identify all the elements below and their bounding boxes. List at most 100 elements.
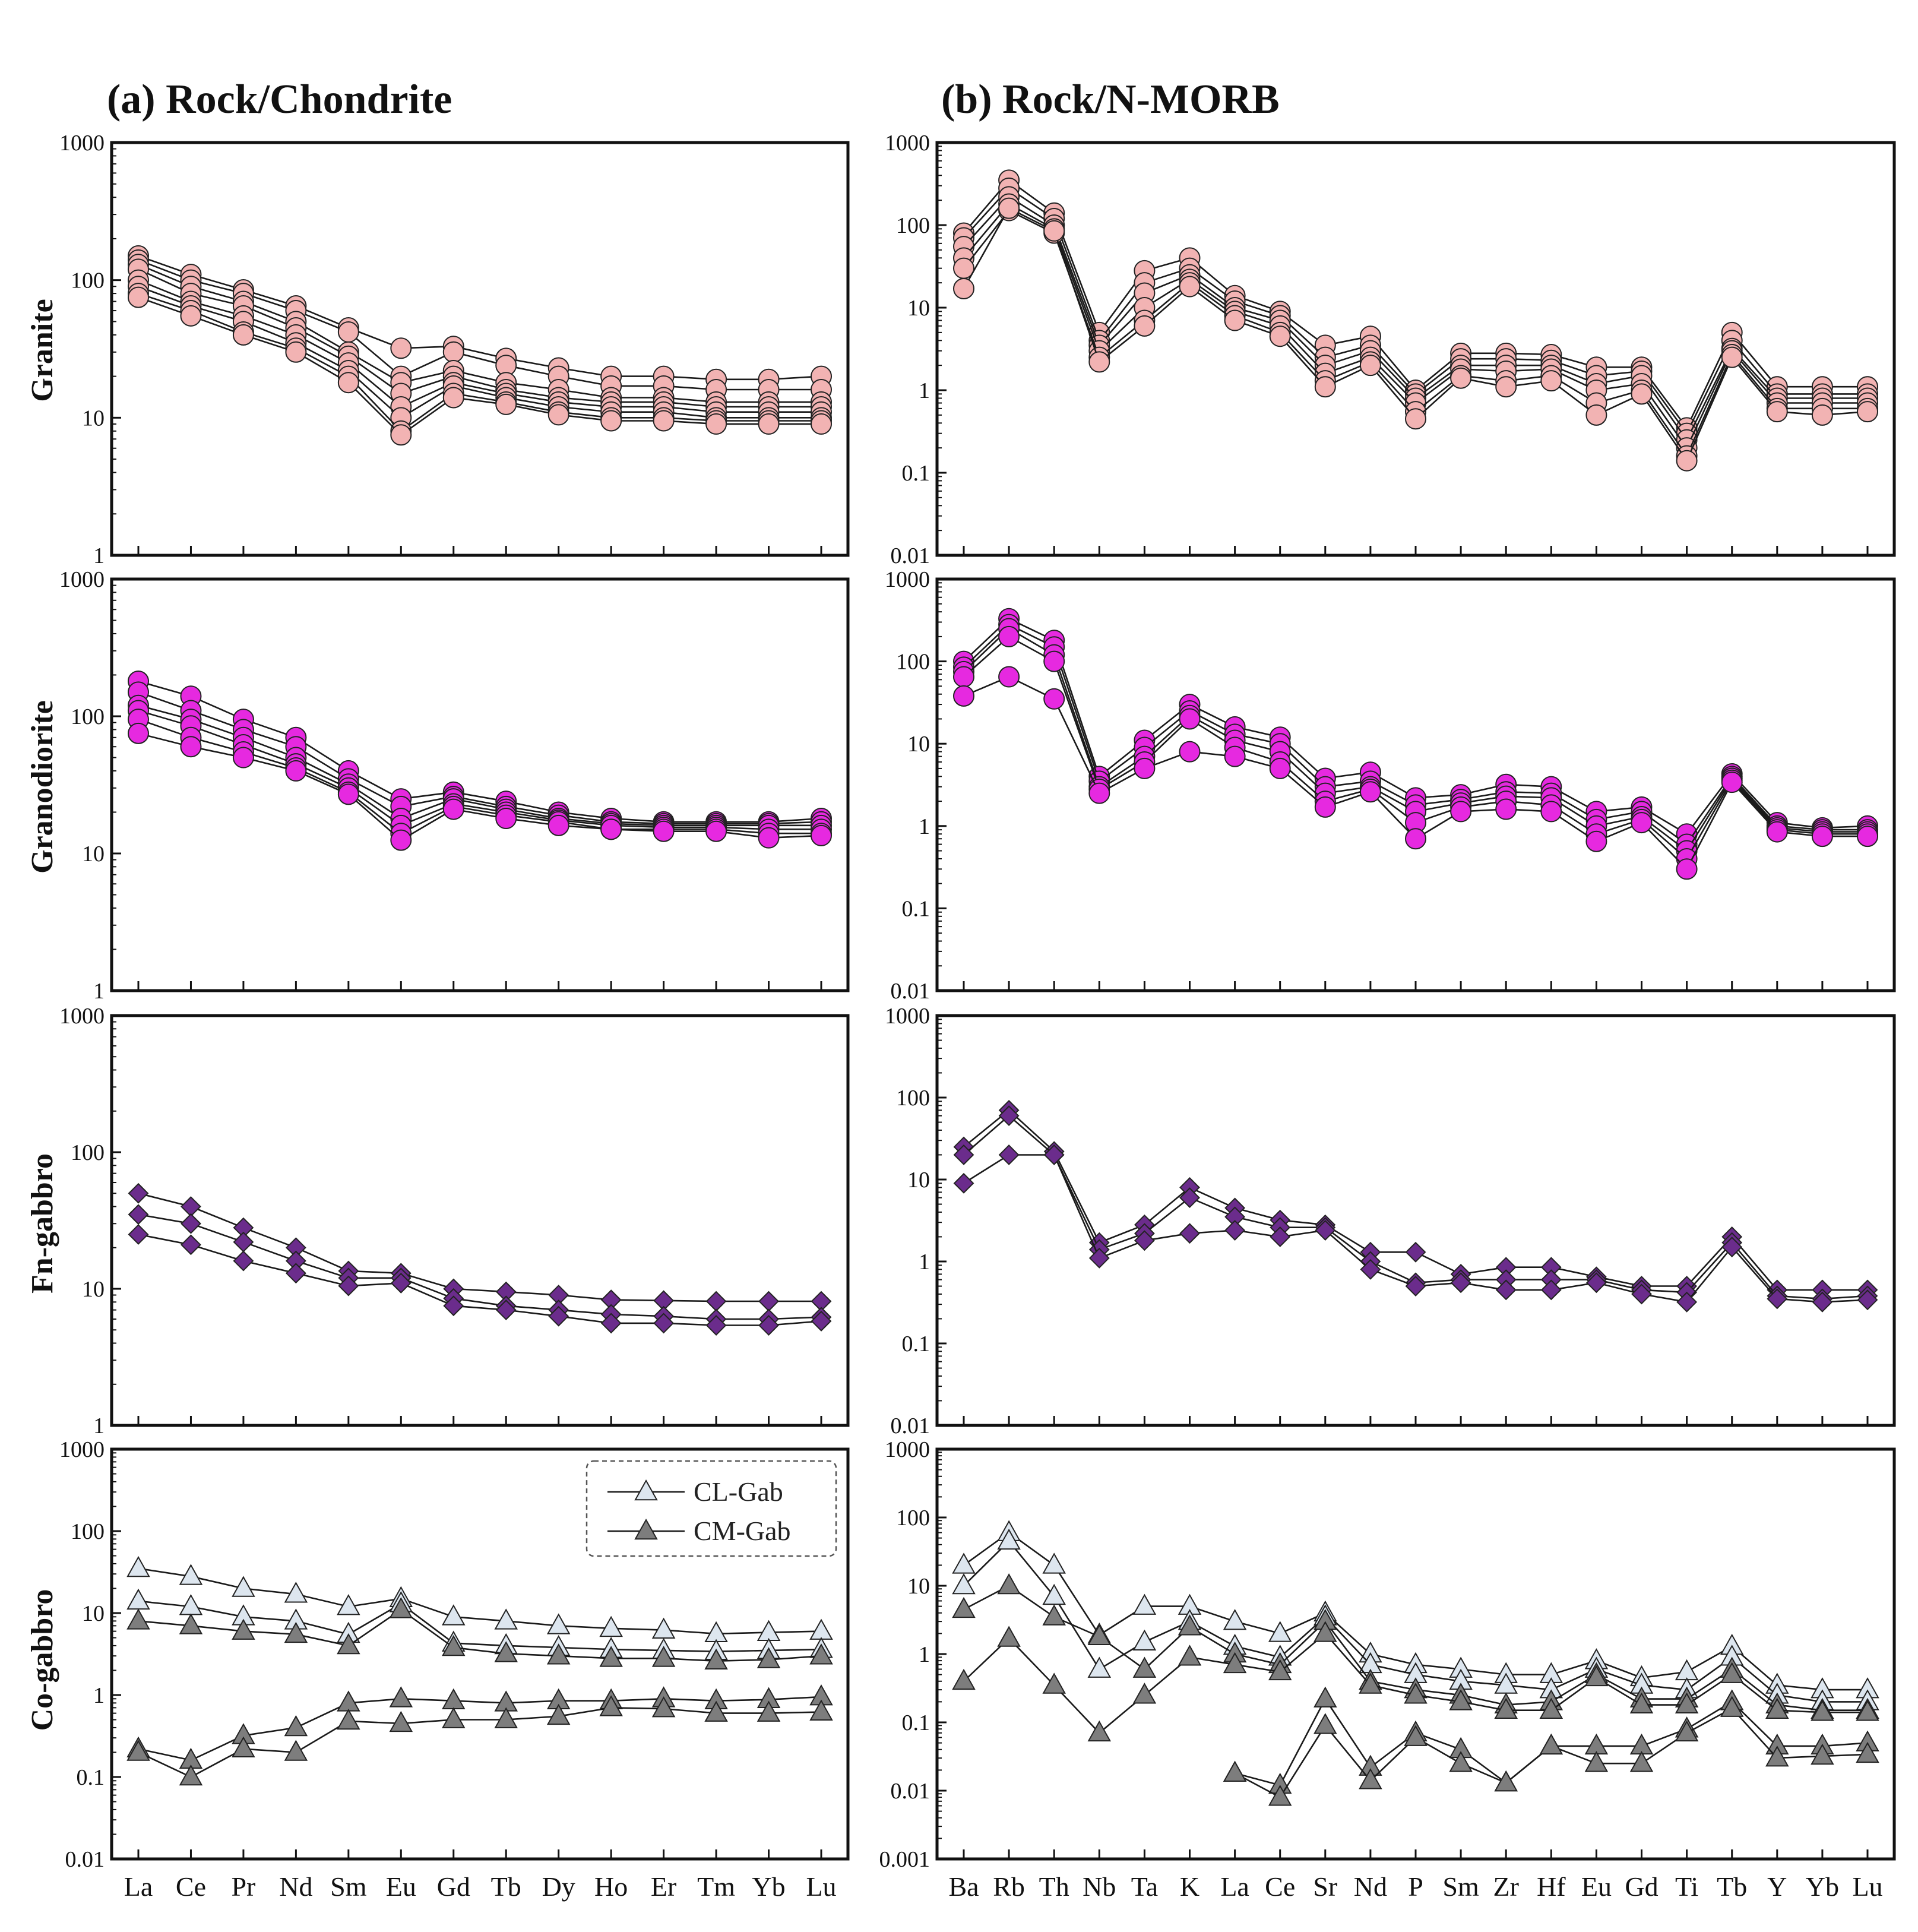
data-point [126, 1608, 150, 1630]
data-point [1585, 404, 1607, 426]
data-point [1584, 1751, 1609, 1772]
data-point [1766, 401, 1788, 423]
data-point [232, 747, 254, 769]
chart-fngabbro_chondrite: 1 10 100 1000 [59, 1004, 850, 1438]
x-tick-label: Nb [1083, 1871, 1116, 1902]
data-point [599, 1695, 623, 1716]
data-point [1269, 757, 1291, 779]
data-point [705, 1291, 727, 1312]
data-point [337, 321, 359, 343]
data-point [1720, 1696, 1744, 1717]
data-point [1132, 1629, 1157, 1651]
data-point [1043, 1144, 1065, 1165]
data-point [952, 1596, 976, 1618]
x-tick-label: Eu [1581, 1871, 1612, 1902]
data-point [1042, 1604, 1066, 1626]
data-point [232, 1736, 255, 1758]
data-point [997, 1573, 1021, 1595]
data-point [1540, 370, 1562, 392]
data-point [128, 1204, 149, 1225]
data-point [809, 1699, 833, 1721]
data-point [1042, 1583, 1066, 1605]
data-point [1721, 1237, 1743, 1258]
data-point [179, 1594, 203, 1615]
data-point [599, 1615, 623, 1637]
data-point [546, 1613, 571, 1634]
data-point [1721, 346, 1743, 368]
y-tick-label: 1 [93, 543, 105, 568]
data-point [285, 341, 307, 363]
data-point [998, 625, 1020, 647]
data-point [337, 1708, 360, 1730]
data-point [651, 1696, 676, 1718]
data-point [338, 1275, 359, 1297]
data-point [1857, 401, 1878, 423]
y-tick-label: 100 [896, 213, 930, 238]
chart-granodiorite_chondrite: 1 10 100 1000 [59, 567, 850, 1004]
data-point [233, 1231, 254, 1253]
chart-cogabbro_nmorb: 0.001 0.01 0.1 1 10 100 1000 Ba Rb Th Nb Ta K La Ce Sr N… [879, 1437, 1896, 1902]
series-CL-Gab-1 [126, 1555, 833, 1643]
y-tick-label: 0.01 [891, 1779, 930, 1804]
panel-title-b: (b) Rock/N-MORB [941, 77, 1280, 122]
data-point [705, 413, 727, 435]
data-point [389, 1710, 413, 1732]
data-point [1314, 1686, 1337, 1708]
y-tick-label: 10 [907, 732, 930, 757]
data-point [128, 1182, 149, 1204]
series-fn-gabbro-3 [128, 1224, 832, 1336]
data-point [1450, 801, 1472, 823]
data-point [442, 798, 464, 820]
x-tick-label: Tb [1717, 1871, 1747, 1902]
data-point [442, 1688, 466, 1710]
data-point [442, 1707, 466, 1728]
data-point [1767, 1288, 1788, 1310]
data-point [1223, 1760, 1247, 1782]
data-point [1360, 1259, 1381, 1280]
data-point [1857, 826, 1878, 848]
data-point [443, 1295, 464, 1317]
y-tick-label: 10 [82, 1277, 105, 1302]
data-point [495, 808, 517, 830]
data-point [233, 1250, 254, 1272]
data-point [1585, 1272, 1607, 1294]
data-point [705, 820, 727, 842]
y-tick-label: 1 [919, 814, 930, 839]
y-tick-label: 1000 [59, 1437, 105, 1462]
y-tick-label: 10 [907, 296, 930, 321]
data-point [1811, 404, 1833, 426]
data-point [390, 1273, 412, 1294]
data-point [1629, 1751, 1654, 1772]
series-CM-Gab-3 [126, 1695, 833, 1786]
data-point [651, 1617, 676, 1639]
y-tick-label: 100 [71, 704, 105, 729]
data-point [758, 827, 780, 849]
data-point [494, 1641, 518, 1662]
x-tick-label: Lu [806, 1871, 836, 1902]
data-point [998, 1105, 1020, 1127]
data-point [704, 1700, 728, 1722]
series-line [138, 1707, 822, 1778]
data-point [546, 1643, 571, 1665]
series-line [138, 1567, 822, 1635]
data-point [546, 1703, 571, 1725]
data-point [809, 1618, 833, 1640]
data-point [179, 1613, 203, 1634]
data-point [1132, 1656, 1157, 1678]
legend-cl-gab-label: CL-Gab [694, 1476, 783, 1507]
series-CL-Gab-2 [126, 1588, 833, 1660]
y-tick-label: 10 [82, 842, 105, 867]
legend-cm-gab-label: CM-Gab [694, 1516, 791, 1546]
data-point [1315, 1220, 1336, 1241]
data-point [953, 666, 974, 688]
data-point [337, 1633, 360, 1655]
data-point [1087, 1624, 1112, 1645]
data-point [1631, 812, 1653, 834]
y-tick-label: 0.01 [65, 1847, 105, 1872]
chart-granite_nmorb: 0.01 0.1 1 10 100 1000 [885, 131, 1896, 568]
data-point [757, 1700, 781, 1722]
data-point [1179, 1223, 1200, 1244]
data-point [181, 1213, 201, 1234]
x-tick-label: Lu [1852, 1871, 1882, 1902]
